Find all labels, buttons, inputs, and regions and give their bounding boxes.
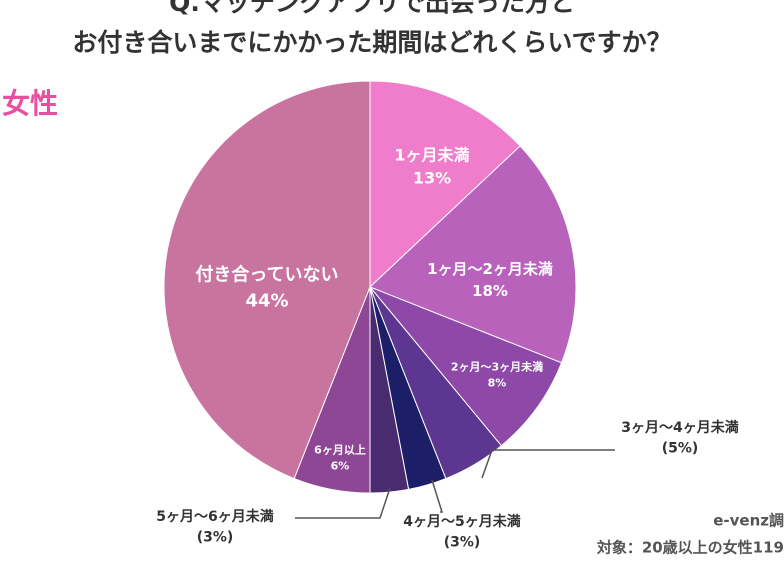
slice-label: 6ヶ月以上 xyxy=(314,442,366,456)
source: e-venz調 xyxy=(713,512,784,530)
slice-label: 付き合っていない xyxy=(195,263,338,285)
slice-value: (5%) xyxy=(662,441,699,457)
slice-value: 6% xyxy=(331,459,350,472)
chart-subtitle: 女性 xyxy=(2,87,58,120)
note: 対象：20歳以上の女性119 xyxy=(596,539,784,557)
leader-line xyxy=(295,487,391,519)
pie-slice xyxy=(163,80,371,480)
slice-value: 13% xyxy=(413,169,451,188)
pie-slice xyxy=(369,286,563,447)
slice-label: 5ヶ月〜6ヶ月未満 xyxy=(156,508,273,525)
chart-title: お付き合いまでにかかった期間はどれくらいですか？ xyxy=(72,28,671,57)
slice-value: (3%) xyxy=(197,530,234,546)
slice-label: 1ヶ月〜2ヶ月未満 xyxy=(427,260,553,278)
leader-line xyxy=(481,449,615,479)
slice-value: 18% xyxy=(472,282,508,300)
slice-value: 8% xyxy=(488,376,507,389)
slice-value: (3%) xyxy=(444,535,481,551)
chart-title: Q.マッチングアプリで出会った方と xyxy=(169,0,575,17)
pie-slice xyxy=(369,80,521,289)
slice-value: 44% xyxy=(245,291,288,312)
slice-label: 1ヶ月未満 xyxy=(394,145,469,164)
leader-line xyxy=(431,479,444,513)
slice-label: 2ヶ月〜3ヶ月未満 xyxy=(451,359,543,373)
pie-slice xyxy=(369,145,577,364)
slice-label: 3ヶ月〜4ヶ月未満 xyxy=(621,419,738,436)
slice-label: 4ヶ月〜5ヶ月未満 xyxy=(403,513,520,530)
